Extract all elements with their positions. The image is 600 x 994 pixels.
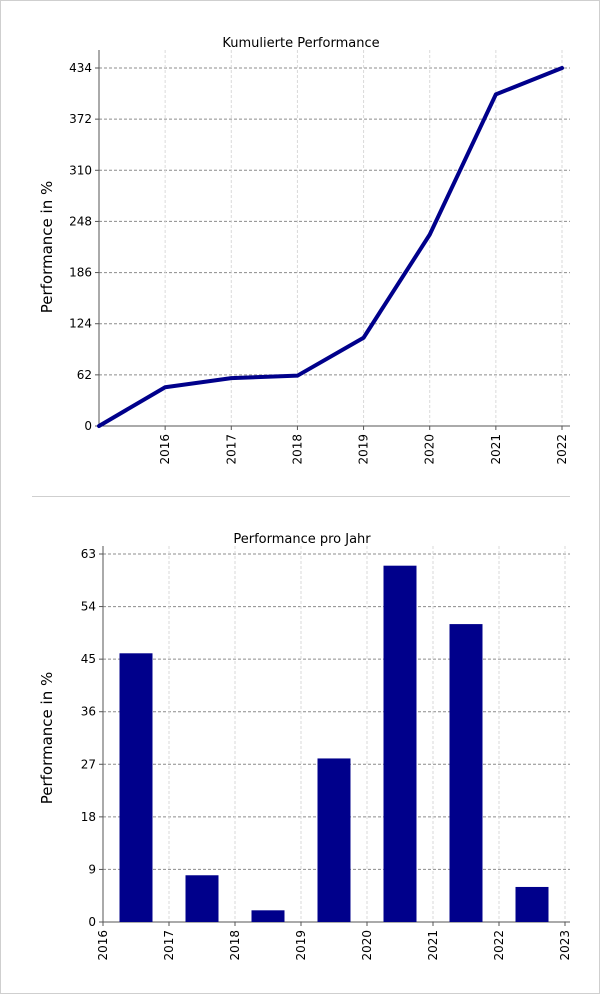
data-point bbox=[560, 66, 564, 70]
data-point bbox=[362, 336, 366, 340]
x-tick-label: 2020 bbox=[423, 434, 437, 465]
y-tick-label: 0 bbox=[84, 419, 92, 433]
x-tick-label: 2019 bbox=[357, 434, 371, 465]
y-tick-label: 310 bbox=[69, 163, 92, 177]
y-tick-label: 186 bbox=[69, 266, 92, 280]
data-point bbox=[428, 233, 432, 237]
performance-line bbox=[97, 66, 564, 428]
chart-separator bbox=[32, 496, 570, 497]
chart-title: Kumulierte Performance bbox=[222, 36, 379, 51]
data-point bbox=[229, 376, 233, 380]
y-tick-label: 372 bbox=[69, 112, 92, 126]
y-tick-label: 248 bbox=[69, 214, 92, 228]
data-point bbox=[97, 424, 101, 428]
x-tick-label: 2021 bbox=[489, 434, 503, 465]
y-tick-label: 124 bbox=[69, 317, 92, 331]
data-point bbox=[163, 385, 167, 389]
y-axis-label: Performance in % bbox=[38, 181, 56, 314]
x-tick-label: 2017 bbox=[224, 434, 238, 465]
x-tick-label: 2016 bbox=[158, 434, 172, 465]
y-tick-label: 434 bbox=[69, 61, 92, 75]
data-point bbox=[295, 374, 299, 378]
x-tick-label: 2018 bbox=[290, 434, 304, 465]
x-tick-label: 2022 bbox=[555, 434, 569, 465]
y-tick-label: 62 bbox=[77, 368, 92, 382]
data-point bbox=[494, 92, 498, 96]
